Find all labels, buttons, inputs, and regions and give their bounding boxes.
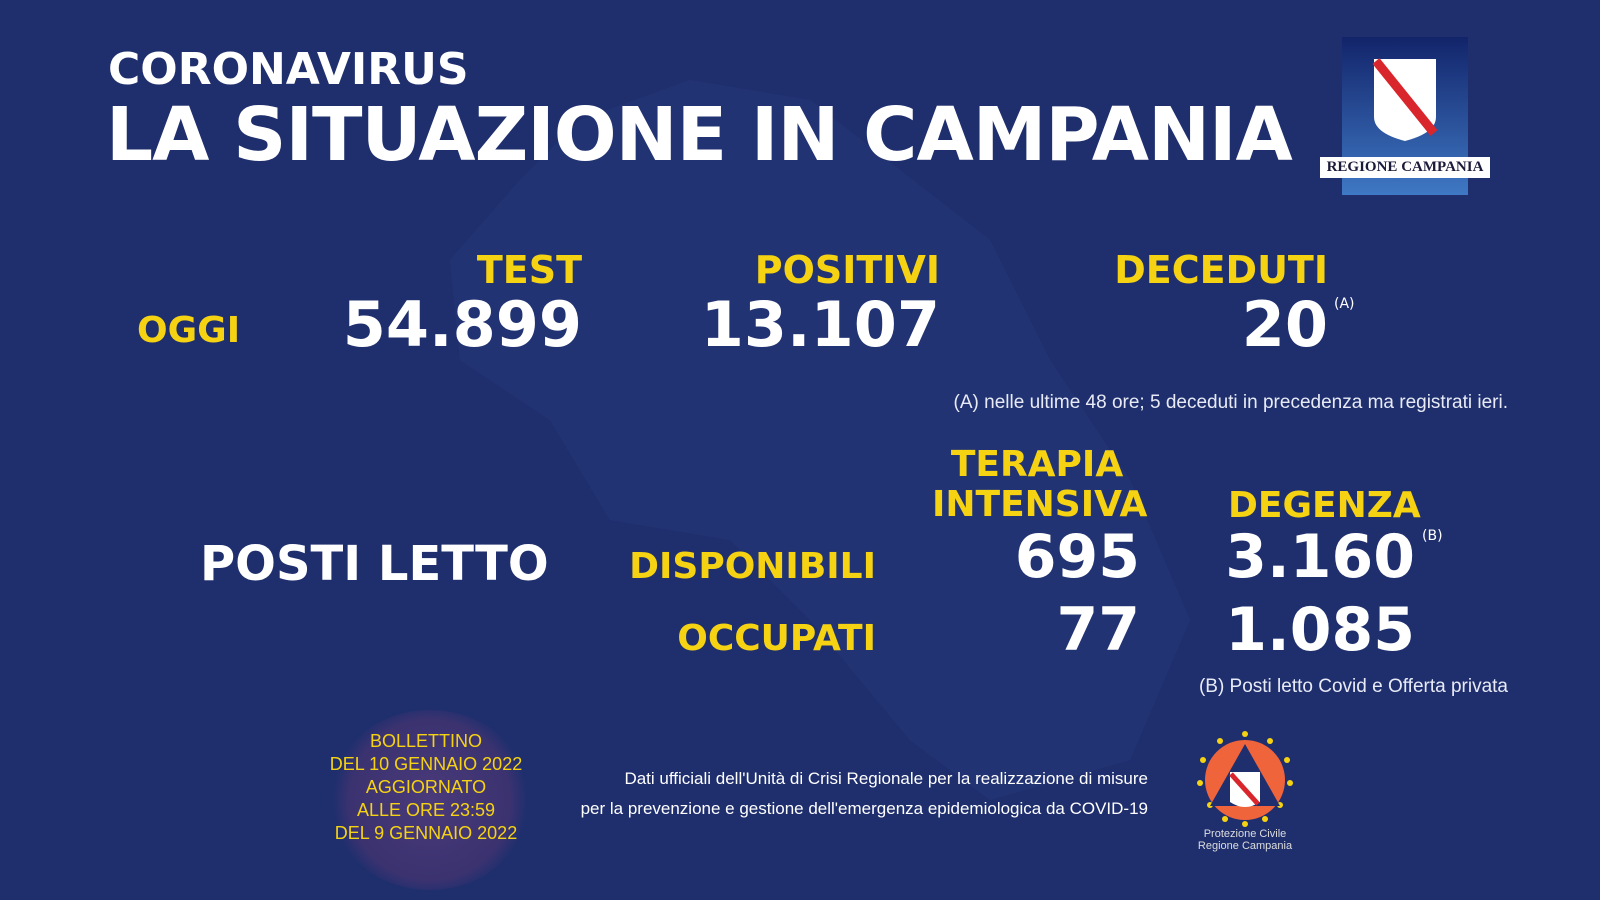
regione-campania-logo: REGIONE CAMPANIA bbox=[1320, 37, 1490, 195]
bulletin-line: DEL 10 GENNAIO 2022 bbox=[329, 754, 523, 774]
degenza-occupati-value: 1.085 bbox=[1225, 595, 1415, 665]
coat-of-arms-icon bbox=[1372, 58, 1438, 141]
bulletin-info: BOLLETTINO DEL 10 GENNAIO 2022 AGGIORNAT… bbox=[315, 730, 537, 845]
positivi-value: 13.107 bbox=[700, 288, 940, 361]
today-label: OGGI bbox=[137, 310, 241, 351]
beds-note: (B) Posti letto Covid e Offerta privata bbox=[1198, 676, 1508, 697]
occupati-label: OCCUPATI bbox=[677, 618, 876, 659]
disponibili-label: DISPONIBILI bbox=[629, 546, 876, 587]
header-kicker: CORONAVIRUS bbox=[108, 44, 469, 95]
ti-occupati-value: 77 bbox=[1056, 595, 1141, 665]
virus-illustration bbox=[330, 710, 530, 890]
bulletin-line: DEL 9 GENNAIO 2022 bbox=[334, 823, 518, 843]
bulletin-line: ALLE ORE 23:59 bbox=[356, 800, 496, 820]
positivi-label: POSITIVI bbox=[754, 248, 940, 292]
civil-protection-emblem-icon bbox=[1197, 731, 1293, 827]
campania-map-silhouette bbox=[450, 80, 1190, 800]
source-line-1: Dati ufficiali dell'Unità di Crisi Regio… bbox=[624, 769, 1148, 788]
source-line-2: per la prevenzione e gestione dell'emerg… bbox=[580, 799, 1148, 818]
test-value: 54.899 bbox=[342, 288, 582, 361]
degenza-note-mark: (B) bbox=[1422, 528, 1443, 544]
deceduti-value: 20 bbox=[1241, 288, 1328, 361]
bulletin-line: BOLLETTINO bbox=[369, 731, 483, 751]
deceduti-note-mark: (A) bbox=[1334, 296, 1355, 312]
beds-label: POSTI LETTO bbox=[200, 536, 549, 592]
bulletin-line: AGGIORNATO bbox=[365, 777, 487, 797]
degenza-disponibili-value: 3.160 bbox=[1225, 522, 1415, 592]
protezione-civile-logo: Protezione Civile Regione Campania bbox=[1190, 728, 1300, 852]
deceduti-note: (A) nelle ultime 48 ore; 5 deceduti in p… bbox=[953, 392, 1508, 413]
terapia-intensiva-header: TERAPIA INTENSIVA bbox=[932, 444, 1148, 525]
page-title: LA SITUAZIONE IN CAMPANIA bbox=[106, 92, 1293, 178]
ti-disponibili-value: 695 bbox=[1014, 522, 1140, 592]
degenza-header: DEGENZA bbox=[1228, 485, 1421, 526]
civil-protection-text: Protezione Civile Regione Campania bbox=[1180, 828, 1310, 852]
civil-protection-line-1: Protezione Civile bbox=[1203, 828, 1287, 840]
deceduti-label: DECEDUTI bbox=[1114, 248, 1328, 292]
test-label: TEST bbox=[476, 248, 582, 292]
civil-protection-line-2: Regione Campania bbox=[1197, 840, 1293, 852]
logo-text: REGIONE CAMPANIA bbox=[1320, 157, 1490, 178]
source-text: Dati ufficiali dell'Unità di Crisi Regio… bbox=[581, 764, 1148, 824]
